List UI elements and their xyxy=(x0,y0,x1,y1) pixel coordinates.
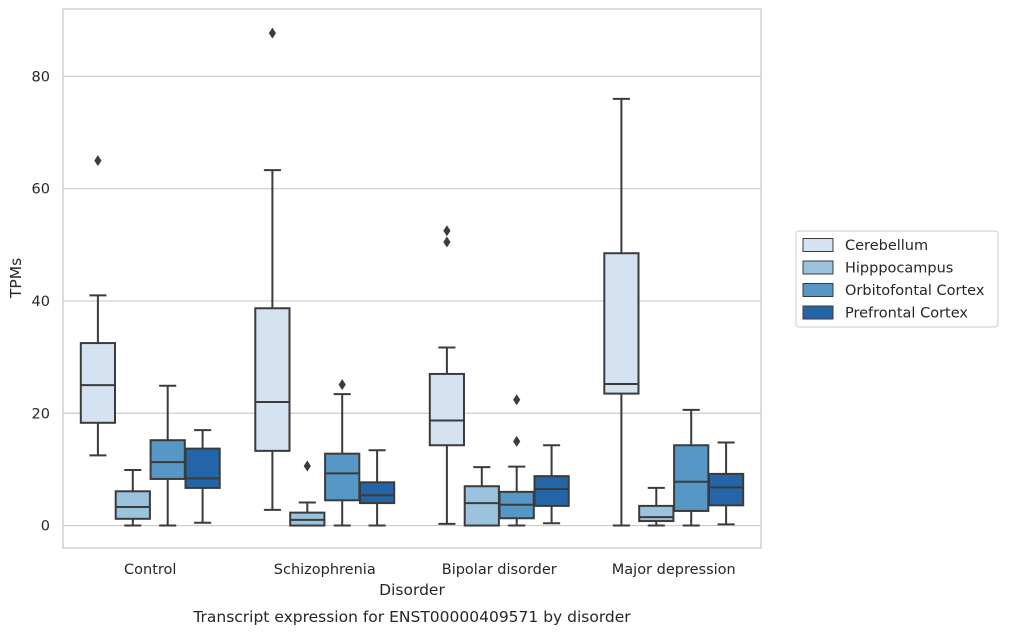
box-hipppocampus xyxy=(638,486,675,527)
box-iqr xyxy=(638,504,675,523)
box-orbitofontal-cortex xyxy=(149,384,186,527)
boxes xyxy=(79,27,745,527)
outlier-point xyxy=(443,225,451,237)
box-iqr xyxy=(673,444,710,512)
plot-area-frame xyxy=(62,8,762,549)
box-iqr xyxy=(79,342,117,424)
x-tick-label: Control xyxy=(124,562,176,578)
box-iqr xyxy=(603,252,640,395)
legend-frame xyxy=(795,230,999,328)
y-axis-ticks: 0 20 40 60 80 xyxy=(32,69,50,534)
x-tick-label: Major depression xyxy=(612,562,736,578)
box-iqr xyxy=(114,490,151,520)
outlier-point xyxy=(338,379,346,391)
y-tick-label: 0 xyxy=(41,519,50,535)
outlier-point xyxy=(303,460,311,472)
x-tick-label: Schizophrenia xyxy=(274,562,376,578)
box-orbitofontal-cortex xyxy=(673,408,710,527)
legend-swatch xyxy=(802,260,834,275)
outlier-point xyxy=(94,155,102,167)
outlier-point xyxy=(513,435,521,447)
box-iqr xyxy=(358,481,396,505)
box-cerebellum xyxy=(603,97,640,527)
legend-swatch xyxy=(802,283,834,297)
box-cerebellum xyxy=(79,155,117,457)
box-prefrontal-cortex xyxy=(358,449,396,527)
box-iqr xyxy=(184,447,221,489)
legend-label: Prefrontal Cortex xyxy=(845,306,968,322)
box-iqr xyxy=(324,452,361,502)
box-iqr xyxy=(428,372,466,447)
legend-label: Orbitofontal Cortex xyxy=(845,283,985,299)
box-iqr xyxy=(533,475,570,507)
legend-swatch xyxy=(802,305,834,320)
box-hipppocampus xyxy=(114,468,151,527)
x-axis-title: Disorder xyxy=(379,581,445,599)
box-prefrontal-cortex xyxy=(533,444,570,525)
outlier-point xyxy=(443,236,451,248)
box-orbitofontal-cortex xyxy=(324,379,361,527)
y-axis-title: TPMs xyxy=(7,258,25,299)
gridlines xyxy=(63,75,761,527)
legend-label: Hipppocampus xyxy=(845,261,953,277)
y-tick-label: 60 xyxy=(32,182,50,198)
outlier-point xyxy=(268,27,276,39)
y-tick-label: 80 xyxy=(32,69,50,85)
y-tick-label: 20 xyxy=(32,406,50,422)
box-iqr xyxy=(707,472,745,507)
box-cerebellum xyxy=(428,225,466,525)
box-orbitofontal-cortex xyxy=(498,394,535,527)
box-iqr xyxy=(254,307,291,452)
box-cerebellum xyxy=(254,27,291,511)
legend: Cerebellum Hipppocampus Orbitofontal Corte… xyxy=(795,230,999,328)
box-iqr xyxy=(463,485,500,527)
outlier-point xyxy=(513,394,521,406)
box-prefrontal-cortex xyxy=(184,429,221,524)
legend-label: Cerebellum xyxy=(845,238,928,254)
x-tick-label: Bipolar disorder xyxy=(442,562,557,578)
box-hipppocampus xyxy=(289,460,326,527)
box-hipppocampus xyxy=(463,466,500,527)
legend-swatch xyxy=(802,238,834,252)
box-iqr xyxy=(149,439,186,480)
x-axis-ticks: Control Schizophrenia Bipolar disorder Majo… xyxy=(124,562,736,578)
y-tick-label: 40 xyxy=(32,294,50,310)
box-prefrontal-cortex xyxy=(707,441,745,526)
chart-caption: Transcript expression for ENST0000040957… xyxy=(192,608,631,626)
